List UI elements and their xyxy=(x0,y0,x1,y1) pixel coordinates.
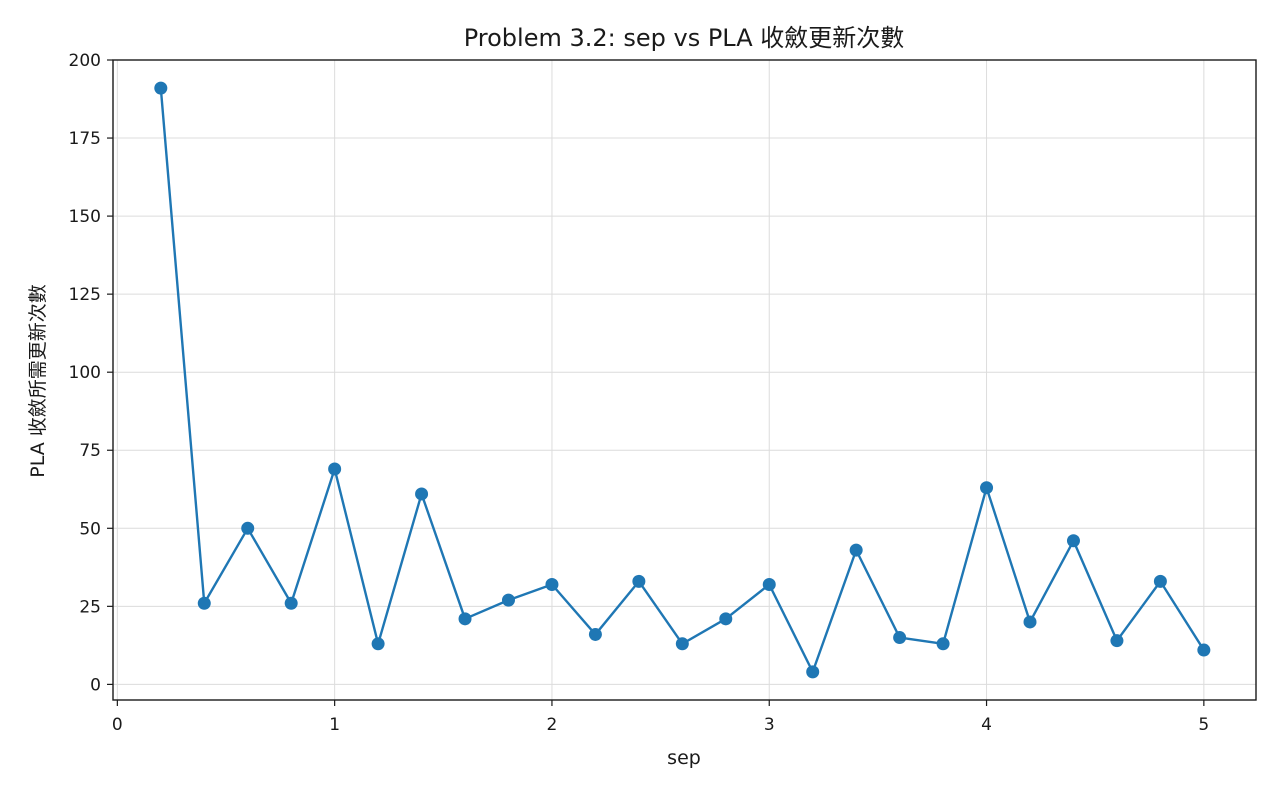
y-tick-label: 200 xyxy=(69,51,101,71)
data-point xyxy=(849,543,863,557)
y-tick-label: 25 xyxy=(79,597,101,617)
data-point xyxy=(1066,534,1080,548)
data-point xyxy=(980,481,994,495)
y-axis-ticks: 0 25 50 75 100 125 150 175 200 xyxy=(69,51,113,695)
y-tick-label: 0 xyxy=(90,675,101,695)
data-point xyxy=(284,596,298,610)
data-point xyxy=(806,665,820,679)
data-point xyxy=(762,577,776,591)
x-tick-label: 1 xyxy=(329,715,340,735)
y-tick-label: 50 xyxy=(79,519,101,539)
series-line-layer xyxy=(159,87,1205,674)
y-tick-label: 100 xyxy=(69,363,101,383)
y-tick-label: 175 xyxy=(69,129,101,149)
chart-title: Problem 3.2: sep vs PLA 收斂更新次數 xyxy=(464,24,905,52)
data-point xyxy=(154,81,168,95)
y-tick-label: 75 xyxy=(79,441,101,461)
x-tick-label: 2 xyxy=(547,715,558,735)
data-point xyxy=(458,612,472,626)
data-point xyxy=(1197,643,1211,657)
x-tick-label: 4 xyxy=(981,715,992,735)
data-points xyxy=(154,81,1211,679)
x-axis-label: sep xyxy=(667,747,701,769)
data-point xyxy=(893,631,907,645)
data-point xyxy=(719,612,733,626)
grid-lines xyxy=(113,59,1256,700)
series-line xyxy=(159,87,1205,674)
y-tick-label: 150 xyxy=(69,207,101,227)
y-tick-label: 125 xyxy=(69,285,101,305)
data-point xyxy=(415,487,429,501)
data-point xyxy=(241,521,255,535)
data-point xyxy=(501,593,515,607)
y-axis-label: PLA 收斂所需更新次數 xyxy=(27,284,49,478)
x-tick-label: 3 xyxy=(764,715,775,735)
x-axis-ticks: 0 1 2 3 4 5 xyxy=(112,700,1209,735)
data-point xyxy=(371,637,385,651)
data-point xyxy=(197,596,211,610)
data-point xyxy=(545,577,559,591)
data-point xyxy=(936,637,950,651)
x-tick-label: 5 xyxy=(1198,715,1209,735)
data-point xyxy=(1023,615,1037,629)
data-point xyxy=(675,637,689,651)
data-point xyxy=(632,574,646,588)
data-point xyxy=(1110,634,1124,648)
x-tick-label: 0 xyxy=(112,715,123,735)
data-point xyxy=(328,462,342,476)
data-point xyxy=(588,627,602,641)
plot-frame xyxy=(112,59,1257,701)
data-point xyxy=(1153,574,1167,588)
